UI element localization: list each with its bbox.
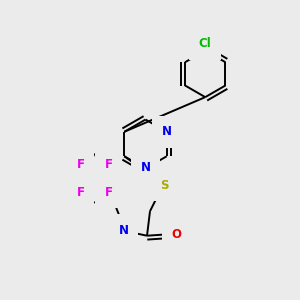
Text: F: F: [77, 158, 85, 171]
Text: F: F: [77, 186, 85, 199]
Text: F: F: [104, 186, 112, 199]
Text: H: H: [116, 223, 124, 232]
Text: N: N: [119, 224, 129, 237]
Text: S: S: [160, 179, 168, 192]
Text: N: N: [140, 160, 151, 173]
Text: O: O: [171, 228, 181, 241]
Text: N: N: [162, 125, 172, 138]
Text: Cl: Cl: [199, 38, 211, 50]
Text: F: F: [104, 158, 112, 171]
